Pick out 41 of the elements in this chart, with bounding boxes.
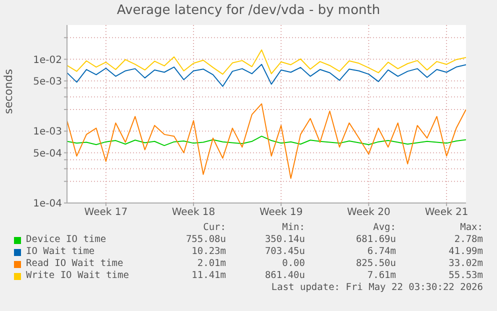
text: 2.78m: [453, 234, 483, 245]
x-tick-label: Week 18: [172, 207, 216, 218]
line-series: [67, 49, 466, 75]
text: 55.53m: [448, 270, 483, 281]
text: 681.69u: [354, 234, 396, 245]
legend-label: Read IO Wait time: [26, 258, 124, 269]
y-tick-label: 1e-04: [33, 198, 62, 210]
text: Min:: [281, 222, 305, 233]
text: 6.74m: [366, 246, 396, 257]
x-tick-label: Week 20: [347, 207, 390, 218]
text: 33.02m: [448, 258, 483, 269]
text: 0.00: [281, 258, 305, 269]
line-series: [67, 103, 466, 179]
text: 825.50u: [354, 258, 396, 269]
text: Last update: Fri May 22 03:30:22 2026: [270, 282, 483, 293]
y-tick-label: 5e-04: [33, 148, 62, 160]
chart-title: Average latency for /dev/vda - by month: [116, 3, 382, 18]
text: Max:: [459, 222, 483, 233]
x-tick-label: Week 21: [424, 207, 468, 218]
y-tick-label: 1e-03: [33, 126, 62, 138]
text: 2.01m: [196, 258, 226, 269]
text: 703.45u: [264, 246, 305, 257]
line-series: [67, 64, 466, 87]
text: 350.14u: [264, 234, 305, 245]
text: 861.40u: [264, 270, 305, 281]
text: Cur:: [202, 222, 226, 233]
legend-label: IO Wait time: [26, 246, 95, 257]
x-tick-label: Week 17: [84, 207, 128, 218]
text: 755.08u: [184, 234, 226, 245]
text: 41.99m: [448, 246, 483, 257]
y-tick-label: 5e-03: [33, 76, 62, 88]
line-series: [67, 136, 466, 146]
text: 11.41m: [190, 270, 226, 281]
y-axis-title: seconds: [2, 68, 15, 114]
legend-label: Write IO Wait time: [26, 270, 129, 281]
text: 7.61m: [366, 270, 396, 281]
x-tick-label: Week 19: [259, 207, 303, 218]
text: Avg:: [372, 222, 396, 233]
legend-label: Device IO time: [26, 234, 106, 245]
y-tick-label: 1e-02: [33, 54, 62, 66]
text: 10.23m: [190, 246, 226, 257]
